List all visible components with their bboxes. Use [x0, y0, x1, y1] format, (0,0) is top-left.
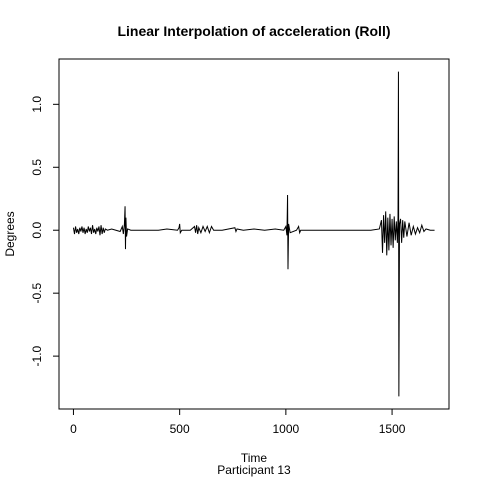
y-tick-label: 0.0	[30, 222, 44, 239]
x-tick-label: 1500	[379, 422, 406, 436]
y-tick-label: 1.0	[30, 96, 44, 113]
y-tick-label: -0.5	[30, 283, 44, 304]
x-tick-label: 0	[70, 422, 77, 436]
y-tick-label: 0.5	[30, 159, 44, 176]
data-line	[72, 71, 435, 397]
chart-title: Linear Interpolation of acceleration (Ro…	[117, 23, 390, 39]
x-tick-label: 500	[170, 422, 190, 436]
x-tick-label: 1000	[273, 422, 300, 436]
x-axis-label: Time	[241, 451, 268, 465]
subtitle: Participant 13	[217, 463, 291, 477]
y-tick-label: -1.0	[30, 345, 44, 366]
y-axis-label: Degrees	[3, 211, 17, 256]
